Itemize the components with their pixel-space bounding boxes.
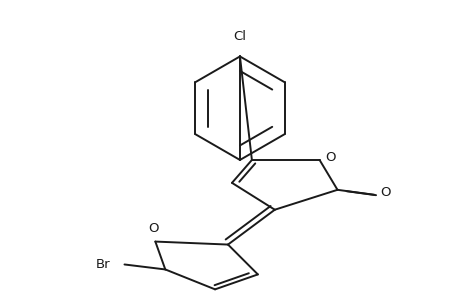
Text: Cl: Cl bbox=[233, 29, 246, 43]
Text: Br: Br bbox=[96, 258, 110, 271]
Text: O: O bbox=[325, 152, 336, 164]
Text: O: O bbox=[148, 222, 158, 235]
Text: O: O bbox=[380, 186, 390, 199]
